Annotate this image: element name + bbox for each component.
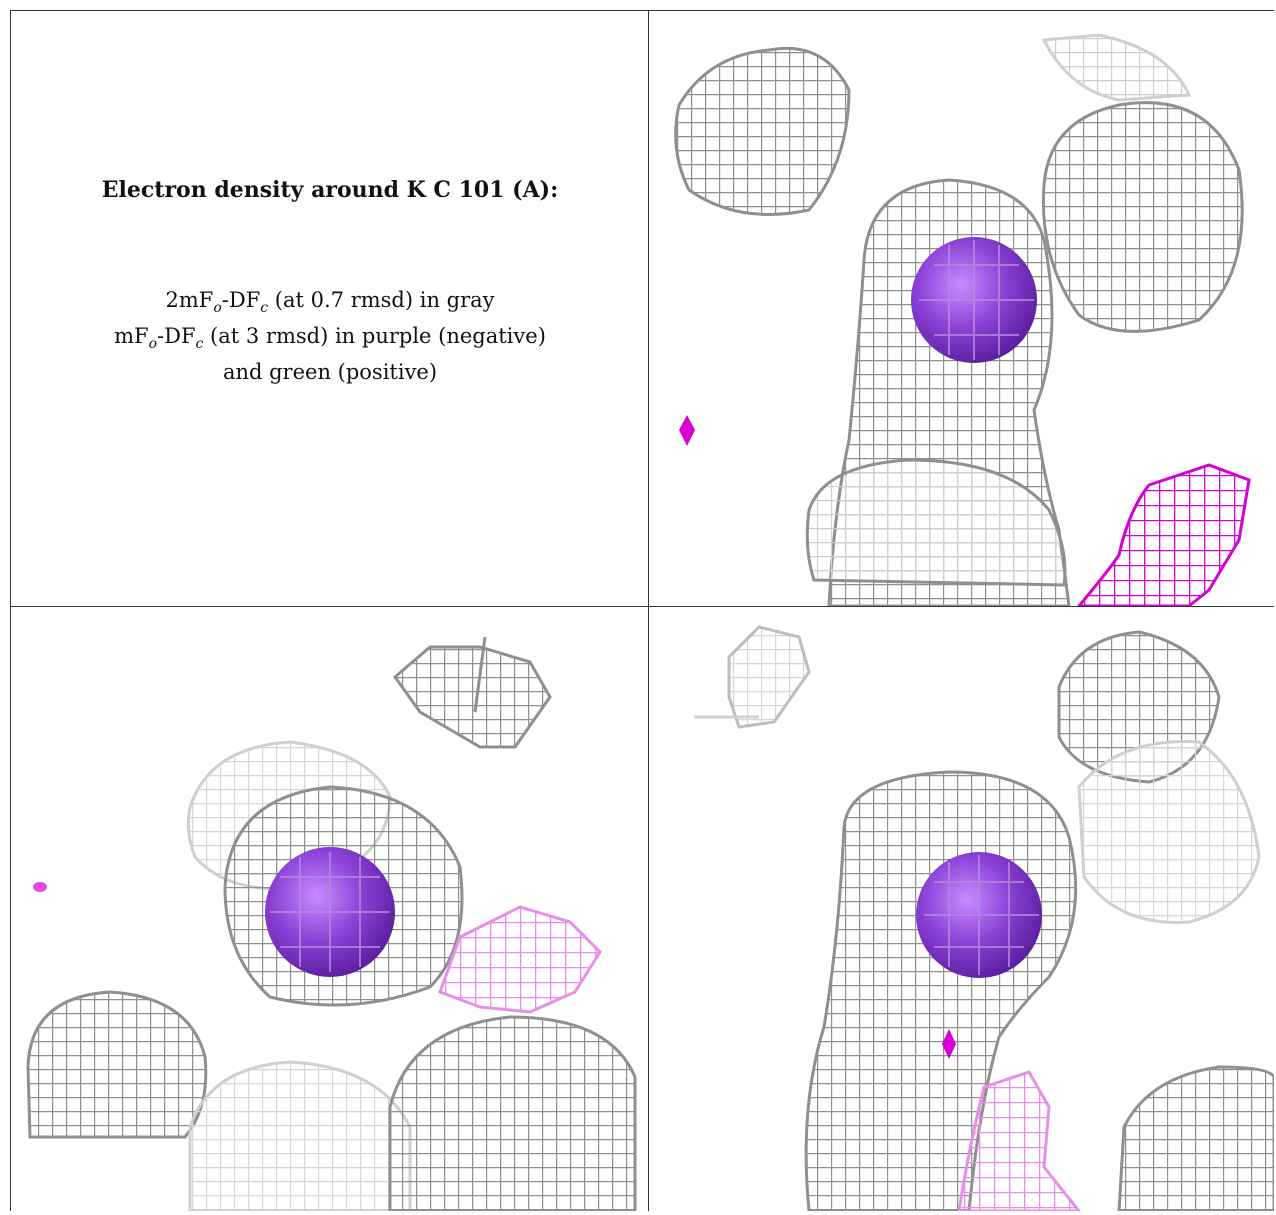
caption-panel: Electron density around K C 101 (A): 2mF… [10, 10, 648, 606]
caption-legend: 2mFo-DFc (at 0.7 rmsd) in gray mFo-DFc (… [30, 286, 630, 386]
legend-line-1: 2mFo-DFc (at 0.7 rmsd) in gray [165, 288, 495, 317]
mesh-blob [805, 458, 1067, 587]
mesh-blob [388, 1015, 637, 1211]
density-render-1 [674, 33, 1251, 606]
mesh-blob [26, 990, 208, 1139]
density-view-1 [649, 10, 1274, 606]
mesh-blob [1117, 1065, 1274, 1211]
negative-density-mesh [1077, 463, 1251, 606]
mesh-blob [188, 1060, 412, 1211]
density-mesh-pink [438, 905, 602, 1014]
mesh-blob [1041, 33, 1192, 102]
density-render-3 [694, 625, 1274, 1211]
grid-line [10, 10, 11, 1211]
legend-line-2: mFo-DFc (at 3 rmsd) in purple (negative) [114, 324, 546, 353]
grid-line [10, 10, 1274, 11]
mesh-blob [727, 625, 811, 729]
density-view-2 [10, 607, 648, 1211]
negative-density-marker [33, 882, 47, 892]
legend-line-3: and green (positive) [222, 360, 438, 385]
density-view-3 [649, 607, 1274, 1211]
grid-line [648, 10, 649, 1211]
mesh-blob [392, 645, 552, 749]
negative-density-marker [942, 1029, 956, 1059]
grid-line [10, 606, 1274, 607]
negative-density-marker [679, 415, 695, 446]
density-mesh-pink [957, 1070, 1081, 1211]
density-render-2 [26, 636, 637, 1211]
figure-grid: Electron density around K C 101 (A): 2mF… [10, 10, 1274, 1211]
caption-title: Electron density around K C 101 (A): [101, 177, 559, 203]
mesh-blob [1041, 101, 1244, 333]
mesh-blob [674, 46, 851, 216]
mesh-blob [1077, 740, 1261, 924]
